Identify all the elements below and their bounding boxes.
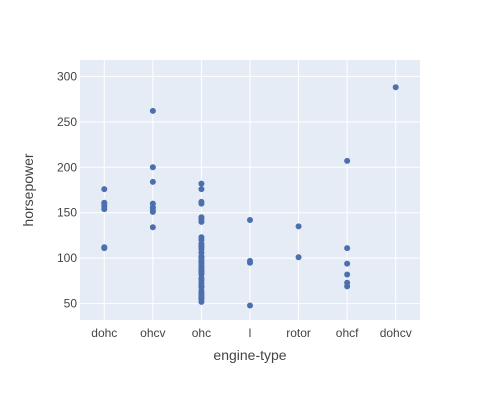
y-tick-label: 100 [57,251,77,265]
data-point[interactable] [247,257,253,264]
data-point[interactable] [101,199,108,206]
data-point[interactable] [198,234,205,241]
data-point[interactable] [247,302,253,309]
data-points [101,84,399,309]
data-point[interactable] [344,245,351,252]
x-tick-label: l [249,326,252,340]
data-point[interactable] [149,164,156,171]
data-point[interactable] [198,180,205,187]
y-tick-label: 300 [57,69,77,83]
data-point[interactable] [198,198,205,205]
data-point[interactable] [344,271,351,278]
x-tick-label: ohcf [336,326,359,340]
y-axis-title: horsepower [20,153,36,226]
x-tick-label: ohcv [140,326,165,340]
data-point[interactable] [344,260,351,267]
x-tick-label: rotor [286,326,311,340]
data-point[interactable] [344,157,351,164]
y-tick-label: 250 [57,115,77,129]
y-tick-labels: 50 100 150 200 250 300 [57,69,77,310]
data-point[interactable] [198,186,205,193]
data-point[interactable] [101,186,108,193]
data-point[interactable] [149,200,156,207]
data-point[interactable] [101,244,108,251]
data-point[interactable] [344,279,351,286]
y-tick-label: 150 [57,206,77,220]
x-tick-label: dohcv [380,326,412,340]
x-tick-labels: dohc ohcv ohc l rotor ohcf dohcv [91,326,411,340]
x-tick-label: ohc [192,326,211,340]
data-point[interactable] [149,178,156,185]
data-point[interactable] [295,254,302,261]
y-tick-label: 50 [64,297,78,311]
x-axis-title: engine-type [213,347,286,363]
data-point[interactable] [149,224,156,231]
data-point[interactable] [149,107,156,114]
data-point[interactable] [392,84,399,91]
data-point[interactable] [295,223,302,230]
data-point[interactable] [198,214,205,221]
data-point[interactable] [247,217,253,223]
y-tick-label: 200 [57,160,77,174]
x-tick-label: dohc [91,326,117,340]
